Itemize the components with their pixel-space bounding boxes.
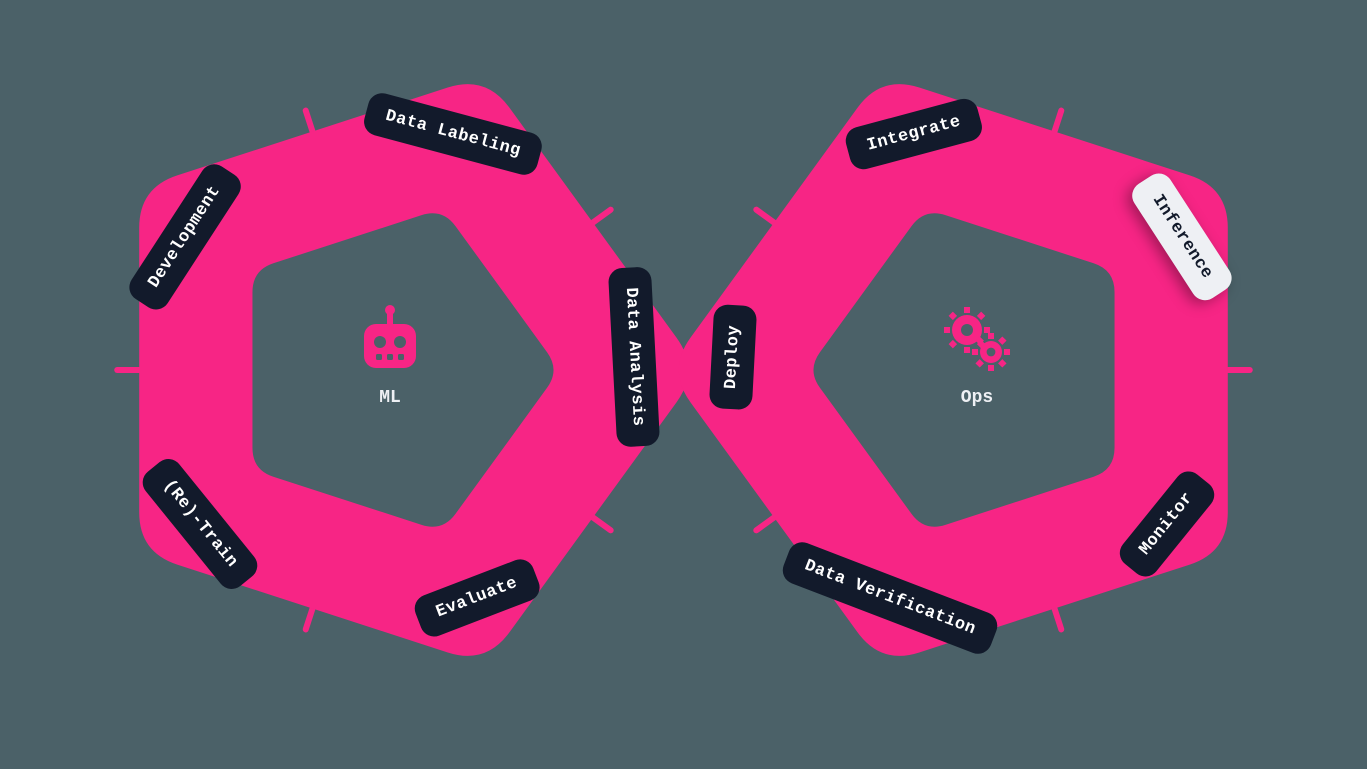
robot-icon — [350, 300, 430, 380]
gears-icon — [937, 300, 1017, 380]
right-pentagon — [0, 0, 1367, 769]
right-center-label: Ops — [961, 388, 993, 408]
left-center-label: ML — [379, 388, 401, 408]
mlops-infinity-diagram: Data LabelingData AnalysisEvaluate(Re)-T… — [0, 0, 1367, 769]
left-pill-data-analysis: Data Analysis — [607, 267, 659, 448]
right-pill-deploy: Deploy — [709, 304, 757, 410]
